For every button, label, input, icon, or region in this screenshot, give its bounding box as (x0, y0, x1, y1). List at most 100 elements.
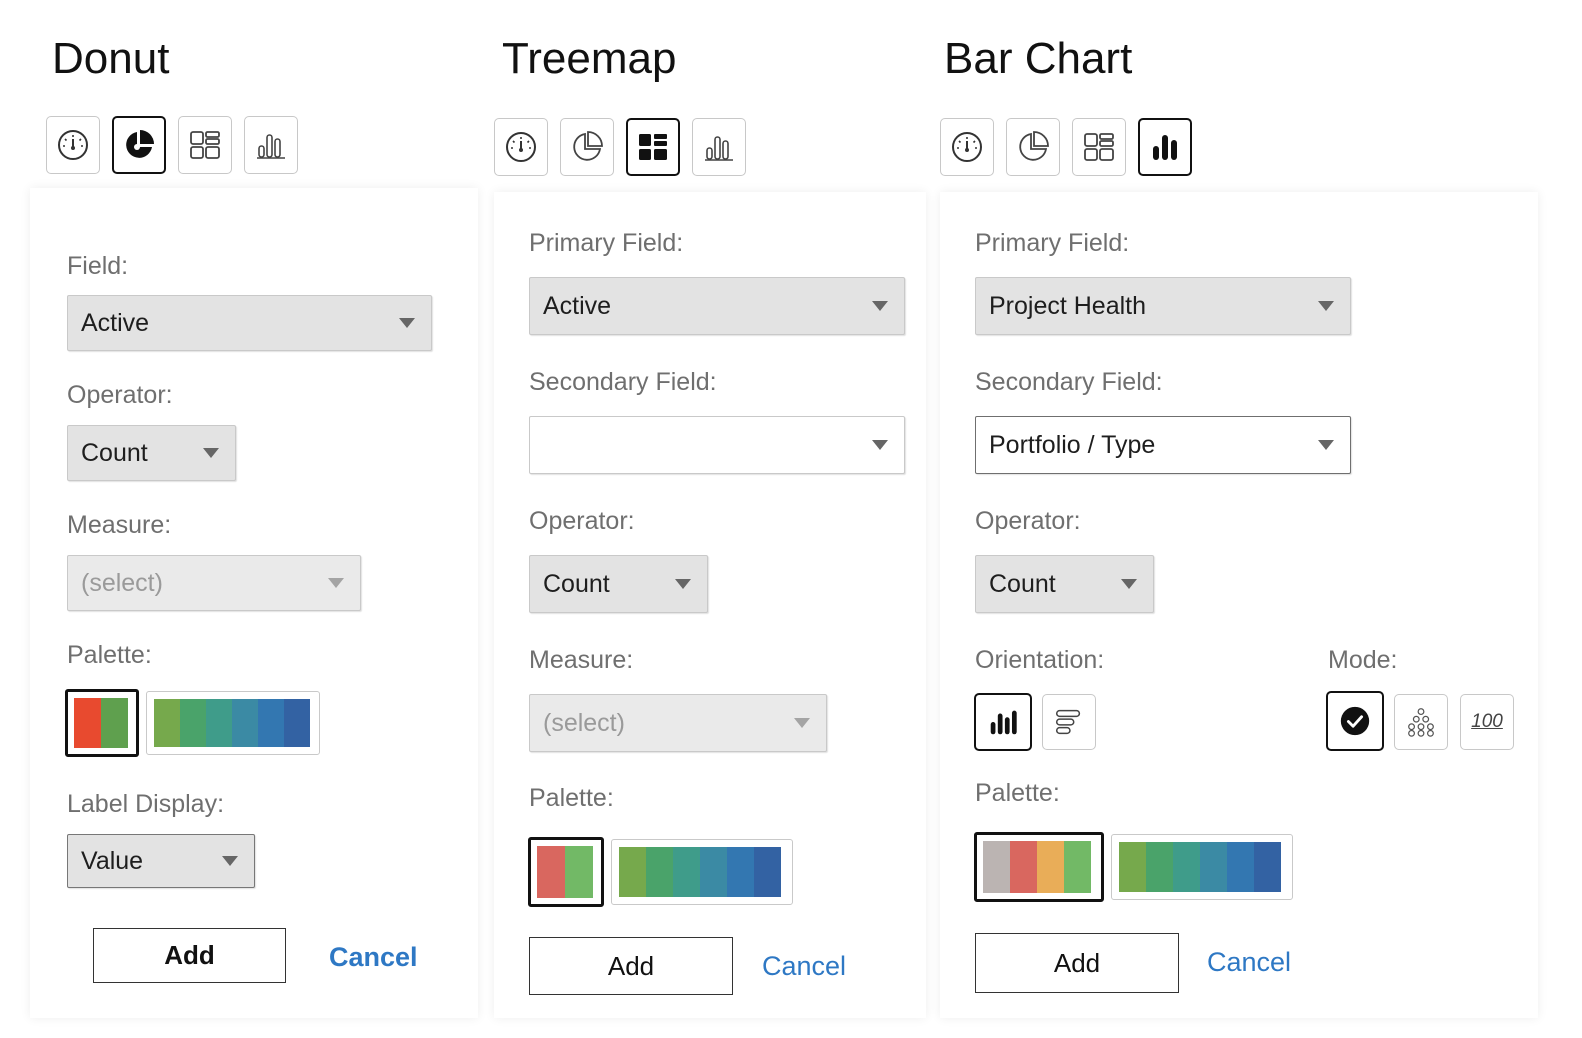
operator-select-value: Count (989, 569, 1056, 598)
horizontal-bars-icon (1055, 709, 1081, 735)
bar-type-button[interactable] (244, 116, 298, 174)
operator-select[interactable]: Count (67, 425, 236, 481)
gauge-icon (506, 132, 536, 162)
add-button[interactable]: Add (93, 928, 286, 983)
palette-color (74, 698, 101, 748)
palette-color (983, 841, 1010, 893)
gauge-type-button[interactable] (46, 116, 100, 174)
treemap-icon (1084, 133, 1114, 161)
bar-type-button[interactable] (1138, 118, 1192, 176)
palette-color (180, 699, 206, 747)
pie-chart-icon (1019, 131, 1049, 161)
chevron-down-icon (328, 578, 344, 588)
operator-label: Operator: (975, 507, 1081, 535)
chevron-down-icon (872, 440, 888, 450)
palette-option-sequential[interactable] (146, 691, 320, 755)
palette-color (284, 699, 310, 747)
secondary-field-select[interactable]: Portfolio / Type (975, 416, 1351, 474)
chevron-down-icon (794, 718, 810, 728)
chevron-down-icon (222, 856, 238, 866)
chevron-down-icon (1318, 301, 1334, 311)
percent-100-icon: 100 (1471, 711, 1503, 732)
treemap-type-button[interactable] (1072, 118, 1126, 176)
operator-select-value: Count (543, 569, 610, 598)
palette-color (101, 698, 128, 748)
measure-select-value: (select) (81, 568, 163, 597)
treemap-icon (190, 131, 220, 159)
palette-color (619, 847, 646, 897)
vertical-orientation-button[interactable] (974, 693, 1032, 751)
primary-field-select[interactable]: Active (529, 277, 905, 335)
field-label: Field: (67, 252, 129, 280)
cancel-link[interactable]: Cancel (762, 951, 847, 981)
palette-option-sequential[interactable] (611, 839, 793, 905)
pie-type-button[interactable] (560, 118, 614, 176)
add-button[interactable]: Add (529, 937, 733, 995)
pie-chart-icon (573, 131, 603, 161)
palette-color (1010, 841, 1037, 893)
palette-color (1119, 842, 1146, 892)
palette-option-categorical[interactable] (65, 689, 139, 757)
horizontal-orientation-button[interactable] (1042, 694, 1096, 750)
chart-type-selector (940, 118, 1192, 176)
check-circle-icon (1340, 706, 1370, 736)
field-select-value: Active (81, 308, 150, 337)
palette-option-sequential[interactable] (1111, 834, 1293, 900)
measure-select: (select) (67, 555, 361, 611)
palette-color (754, 847, 781, 897)
palette-color (1146, 842, 1173, 892)
pie-type-button[interactable] (112, 116, 166, 174)
palette-color (206, 699, 232, 747)
primary-field-select[interactable]: Project Health (975, 277, 1351, 335)
pie-chart-icon (126, 130, 154, 158)
treemap-icon (639, 134, 667, 160)
cancel-link[interactable]: Cancel (1207, 947, 1292, 977)
gauge-type-button[interactable] (940, 118, 994, 176)
secondary-field-label: Secondary Field: (529, 368, 717, 396)
treemap-title: Treemap (502, 34, 677, 83)
palette-options (528, 837, 793, 907)
treemap-type-button[interactable] (626, 118, 680, 176)
bar-settings-panel: Primary Field: Project Health Secondary … (940, 192, 1538, 1018)
palette-options (974, 832, 1293, 902)
label-display-select[interactable]: Value (67, 834, 255, 888)
mode-label: Mode: (1328, 646, 1398, 674)
chevron-down-icon (1318, 440, 1334, 450)
gauge-type-button[interactable] (494, 118, 548, 176)
mode-percent-button[interactable]: 100 (1460, 694, 1514, 750)
mode-stacked-button[interactable] (1394, 694, 1448, 750)
donut-title: Donut (52, 34, 170, 83)
orientation-label: Orientation: (975, 646, 1105, 674)
palette-color (565, 846, 593, 898)
cancel-link[interactable]: Cancel (329, 942, 418, 972)
bar-chart-icon (257, 134, 285, 159)
chevron-down-icon (1121, 579, 1137, 589)
operator-select[interactable]: Count (529, 555, 708, 613)
secondary-field-select[interactable] (529, 416, 905, 474)
secondary-field-value: Portfolio / Type (989, 430, 1156, 459)
chevron-down-icon (872, 301, 888, 311)
palette-color (1064, 841, 1091, 893)
palette-color (673, 847, 700, 897)
operator-select[interactable]: Count (975, 555, 1154, 613)
palette-option-categorical[interactable] (528, 837, 604, 907)
pie-type-button[interactable] (1006, 118, 1060, 176)
primary-field-label: Primary Field: (529, 229, 684, 257)
treemap-type-button[interactable] (178, 116, 232, 174)
add-button[interactable]: Add (975, 933, 1179, 993)
treemap-settings-panel: Primary Field: Active Secondary Field: O… (494, 192, 926, 1018)
field-select[interactable]: Active (67, 295, 432, 351)
bar-title: Bar Chart (944, 34, 1133, 83)
stacked-circles-icon (1408, 708, 1434, 737)
chart-type-selector (494, 118, 746, 176)
label-display-label: Label Display: (67, 790, 225, 818)
palette-color (258, 699, 284, 747)
bar-chart-icon (705, 136, 733, 161)
mode-grouped-button[interactable] (1326, 691, 1384, 751)
palette-option-categorical[interactable] (974, 832, 1104, 902)
palette-color (1200, 842, 1227, 892)
bar-type-button[interactable] (692, 118, 746, 176)
palette-color (537, 846, 565, 898)
bar-config-column: Bar Chart Primary Field: Project Health … (940, 0, 1540, 1038)
measure-select-value: (select) (543, 708, 625, 737)
